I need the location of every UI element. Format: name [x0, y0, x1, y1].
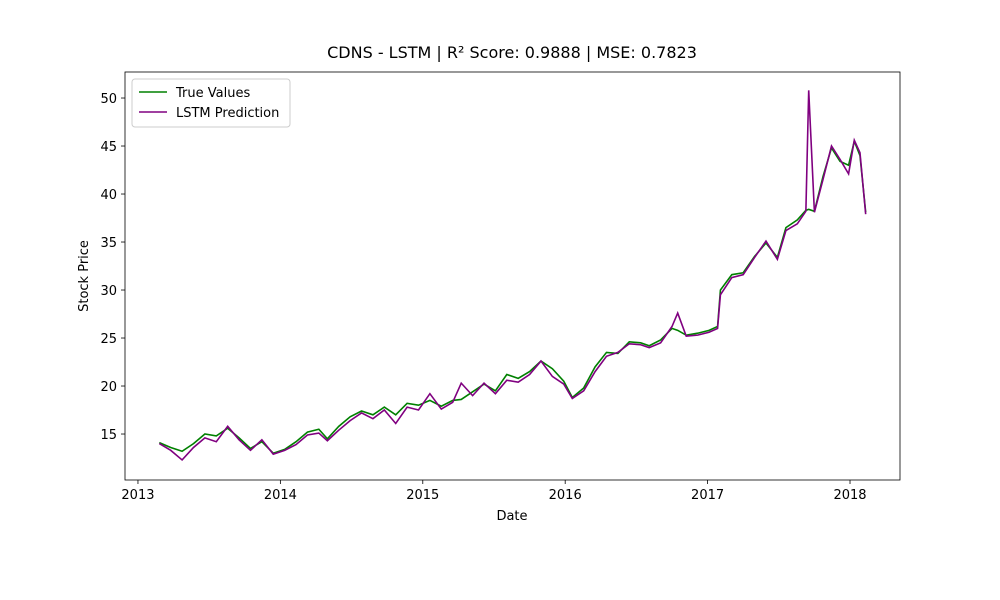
legend-label: LSTM Prediction	[176, 106, 279, 121]
chart-title: CDNS - LSTM | R² Score: 0.9888 | MSE: 0.…	[327, 43, 697, 62]
plot-frame	[124, 71, 901, 481]
y-tick-label: 20	[100, 380, 117, 395]
x-tick-label: 2013	[121, 488, 154, 503]
y-tick-label: 15	[100, 428, 117, 443]
legend: True Values LSTM Prediction	[131, 78, 291, 128]
y-tick-label: 50	[100, 92, 117, 107]
x-tick-label: 2017	[691, 488, 724, 503]
x-tick-label: 2014	[264, 488, 297, 503]
x-axis-label: Date	[496, 509, 527, 524]
legend-label: True Values	[175, 86, 250, 101]
legend-box	[131, 78, 291, 128]
x-tick-label: 2015	[406, 488, 439, 503]
y-tick-label: 40	[100, 188, 117, 203]
y-tick-label: 35	[100, 236, 117, 251]
y-tick-label: 25	[100, 332, 117, 347]
y-axis-label: Stock Price	[77, 240, 92, 312]
x-tick-label: 2016	[549, 488, 582, 503]
series-line	[158, 90, 867, 462]
y-tick-label: 30	[100, 284, 117, 299]
x-tick-label: 2018	[833, 488, 866, 503]
y-tick-label: 45	[100, 140, 117, 155]
